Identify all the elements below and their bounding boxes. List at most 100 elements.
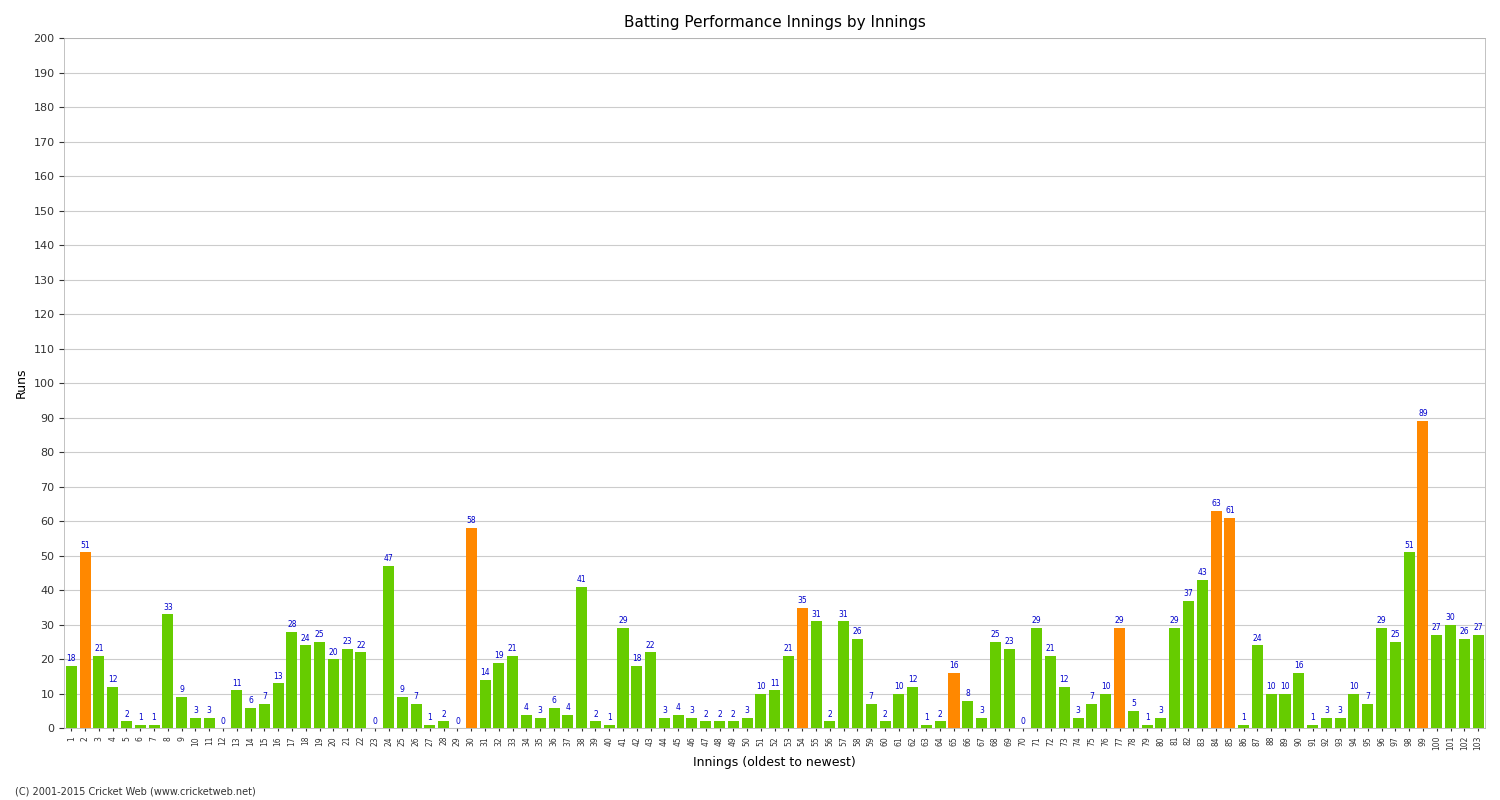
Bar xyxy=(1059,687,1070,728)
Bar xyxy=(908,687,918,728)
Bar xyxy=(314,642,326,728)
Bar xyxy=(1266,694,1276,728)
Text: 12: 12 xyxy=(108,675,117,684)
Text: 30: 30 xyxy=(1446,613,1455,622)
Bar xyxy=(1348,694,1359,728)
Bar xyxy=(1460,638,1470,728)
Bar xyxy=(1404,552,1414,728)
Text: 13: 13 xyxy=(273,672,284,681)
Bar xyxy=(562,714,573,728)
Bar xyxy=(1293,673,1305,728)
Bar xyxy=(700,722,711,728)
Bar xyxy=(672,714,684,728)
Text: 3: 3 xyxy=(1324,706,1329,715)
Bar xyxy=(162,614,174,728)
Bar xyxy=(1100,694,1112,728)
Text: 10: 10 xyxy=(756,682,765,691)
Text: 10: 10 xyxy=(1348,682,1359,691)
Text: 27: 27 xyxy=(1473,623,1484,632)
Text: 2: 2 xyxy=(882,710,888,718)
Text: 7: 7 xyxy=(414,692,419,702)
Bar xyxy=(1210,511,1221,728)
Text: 8: 8 xyxy=(966,689,970,698)
Text: 29: 29 xyxy=(618,617,628,626)
Bar xyxy=(990,642,1000,728)
Bar xyxy=(756,694,766,728)
Bar xyxy=(1238,725,1250,728)
Bar xyxy=(1376,628,1388,728)
Text: 6: 6 xyxy=(552,696,556,705)
Bar xyxy=(204,718,214,728)
Bar xyxy=(534,718,546,728)
Text: 35: 35 xyxy=(798,596,807,605)
Text: 1: 1 xyxy=(152,713,156,722)
Text: 28: 28 xyxy=(286,620,297,629)
Bar xyxy=(1335,718,1346,728)
Bar xyxy=(1168,628,1180,728)
Text: 25: 25 xyxy=(315,630,324,639)
Text: 47: 47 xyxy=(384,554,393,563)
Text: 29: 29 xyxy=(1032,617,1041,626)
Text: 3: 3 xyxy=(538,706,543,715)
Text: 2: 2 xyxy=(704,710,708,718)
Bar xyxy=(894,694,904,728)
Text: 3: 3 xyxy=(690,706,694,715)
Text: 21: 21 xyxy=(1046,644,1056,653)
Text: 63: 63 xyxy=(1210,499,1221,508)
Bar xyxy=(1280,694,1290,728)
Text: 0: 0 xyxy=(454,717,460,726)
Text: 3: 3 xyxy=(1158,706,1164,715)
Text: 7: 7 xyxy=(1365,692,1370,702)
Bar xyxy=(356,652,366,728)
Text: 26: 26 xyxy=(1460,627,1468,636)
Text: 29: 29 xyxy=(1377,617,1386,626)
Bar xyxy=(1418,421,1428,728)
Text: 2: 2 xyxy=(592,710,598,718)
Bar xyxy=(1004,649,1014,728)
Text: 7: 7 xyxy=(1089,692,1095,702)
Text: 20: 20 xyxy=(328,647,338,657)
Bar xyxy=(1473,635,1484,728)
Bar xyxy=(1431,635,1442,728)
Bar xyxy=(80,552,90,728)
Bar xyxy=(328,659,339,728)
Bar xyxy=(398,698,408,728)
Text: 23: 23 xyxy=(1005,637,1014,646)
Bar xyxy=(106,687,118,728)
Text: 18: 18 xyxy=(632,654,642,663)
Text: 2: 2 xyxy=(124,710,129,718)
Text: 3: 3 xyxy=(662,706,668,715)
Text: 7: 7 xyxy=(868,692,873,702)
Text: 9: 9 xyxy=(178,686,184,694)
Text: 19: 19 xyxy=(494,651,504,660)
Bar xyxy=(741,718,753,728)
Text: 7: 7 xyxy=(262,692,267,702)
Bar xyxy=(1114,628,1125,728)
Text: 51: 51 xyxy=(1404,541,1414,550)
Bar xyxy=(879,722,891,728)
Text: 3: 3 xyxy=(194,706,198,715)
Bar xyxy=(825,722,836,728)
Bar xyxy=(1072,718,1083,728)
Bar xyxy=(122,722,132,728)
Bar xyxy=(921,725,932,728)
Text: 27: 27 xyxy=(1432,623,1442,632)
Bar xyxy=(1184,601,1194,728)
Text: 1: 1 xyxy=(924,713,928,722)
Text: 89: 89 xyxy=(1418,410,1428,418)
Bar xyxy=(1252,646,1263,728)
Bar xyxy=(1197,580,1208,728)
Text: 3: 3 xyxy=(1338,706,1342,715)
Text: 6: 6 xyxy=(248,696,254,705)
Text: 1: 1 xyxy=(1310,713,1316,722)
Bar xyxy=(1444,625,1456,728)
Bar xyxy=(1362,704,1374,728)
Bar xyxy=(411,704,422,728)
Bar xyxy=(424,725,435,728)
Bar xyxy=(148,725,159,728)
Text: (C) 2001-2015 Cricket Web (www.cricketweb.net): (C) 2001-2015 Cricket Web (www.cricketwe… xyxy=(15,786,255,796)
Bar xyxy=(963,701,974,728)
Bar xyxy=(300,646,312,728)
Bar xyxy=(93,656,105,728)
Text: 25: 25 xyxy=(990,630,1000,639)
